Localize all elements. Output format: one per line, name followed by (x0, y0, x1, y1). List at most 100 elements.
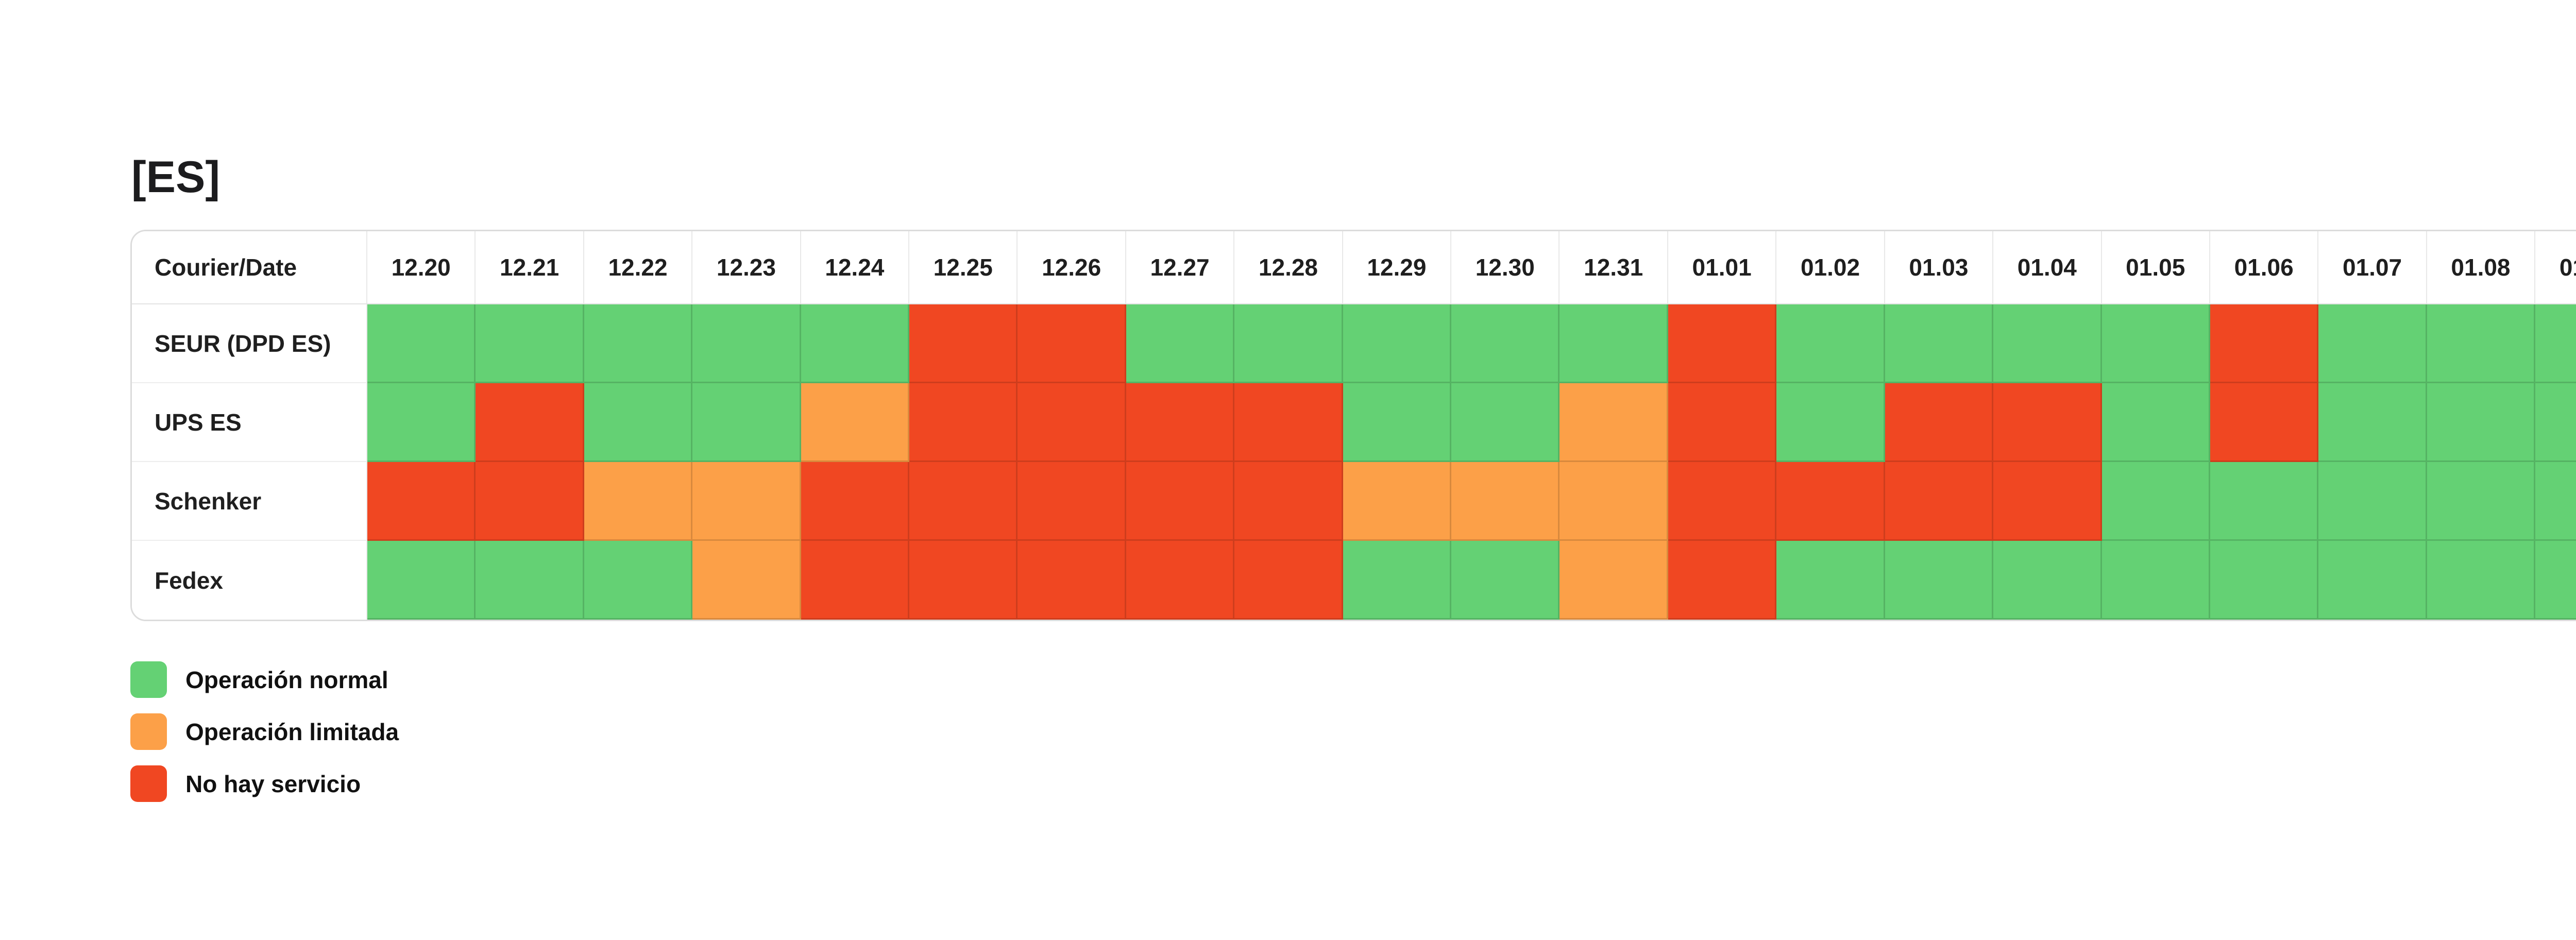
status-cell-limited (692, 462, 801, 541)
status-cell-none (2210, 383, 2319, 462)
status-cell-normal (1234, 304, 1343, 383)
status-cell-normal (2535, 383, 2576, 462)
status-cell-normal (2210, 462, 2319, 541)
date-header: 01.06 (2210, 231, 2319, 303)
status-cell-none (1126, 541, 1235, 620)
status-cell-normal (1776, 304, 1885, 383)
date-header: 12.24 (801, 231, 910, 303)
date-header: 12.27 (1126, 231, 1235, 303)
status-table: Courier/Date 12.20 12.21 12.22 12.23 12.24 12.… (130, 230, 2576, 621)
status-cell-normal (2535, 304, 2576, 383)
status-cell-normal (2535, 541, 2576, 620)
status-cell-none (1668, 462, 1777, 541)
status-cell-normal (1343, 304, 1452, 383)
status-cell-none (1885, 383, 1994, 462)
status-cell-none (367, 462, 476, 541)
status-cell-normal (1451, 304, 1560, 383)
status-cell-normal (2318, 304, 2427, 383)
table-row: SEUR (DPD ES) (132, 304, 2576, 383)
status-cell-none (801, 462, 910, 541)
courier-label: UPS ES (132, 383, 367, 462)
status-cell-limited (1343, 462, 1452, 541)
status-cell-normal (1343, 541, 1452, 620)
status-cell-normal (2102, 304, 2210, 383)
date-header: 01.08 (2427, 231, 2536, 303)
status-cell-normal (476, 541, 584, 620)
legend-item: No hay servicio (130, 765, 399, 802)
status-cell-none (1018, 304, 1126, 383)
legend-swatch-normal (130, 661, 167, 698)
status-cell-normal (2535, 462, 2576, 541)
date-header: 12.21 (476, 231, 584, 303)
status-cell-none (1993, 462, 2102, 541)
status-cell-normal (692, 383, 801, 462)
date-header: 12.29 (1343, 231, 1452, 303)
status-cell-normal (1343, 383, 1452, 462)
status-cell-none (1668, 304, 1777, 383)
date-header: 01.07 (2318, 231, 2427, 303)
status-cell-none (909, 541, 1018, 620)
status-cell-none (1018, 462, 1126, 541)
status-cell-normal (367, 304, 476, 383)
status-cell-none (1018, 383, 1126, 462)
date-header: 12.23 (692, 231, 801, 303)
status-cell-normal (1993, 541, 2102, 620)
legend-label: Operación normal (185, 666, 388, 693)
date-header: 12.31 (1560, 231, 1668, 303)
date-header: 01.02 (1776, 231, 1885, 303)
status-cell-none (909, 304, 1018, 383)
status-cell-normal (1776, 541, 1885, 620)
legend-swatch-limited (130, 713, 167, 750)
legend-label: Operación limitada (185, 718, 399, 745)
legend: Operación normal Operación limitada No hay… (130, 661, 399, 802)
status-cell-normal (476, 304, 584, 383)
status-cell-normal (1885, 541, 1994, 620)
status-cell-normal (692, 304, 801, 383)
status-cell-none (1234, 462, 1343, 541)
legend-label: No hay servicio (185, 770, 361, 797)
status-cell-none (909, 383, 1018, 462)
status-cell-none (476, 462, 584, 541)
date-header: 12.30 (1451, 231, 1560, 303)
status-cell-none (1234, 383, 1343, 462)
status-cell-limited (1560, 383, 1668, 462)
status-cell-none (1885, 462, 1994, 541)
status-cell-none (1126, 383, 1235, 462)
status-cell-none (1126, 462, 1235, 541)
date-header: 01.09 (2535, 231, 2576, 303)
status-cell-normal (584, 383, 693, 462)
status-cell-normal (1993, 304, 2102, 383)
status-cell-normal (2102, 541, 2210, 620)
status-cell-normal (1451, 541, 1560, 620)
status-cell-normal (1776, 383, 1885, 462)
table-row: Schenker (132, 462, 2576, 541)
status-cell-normal (2427, 462, 2536, 541)
status-cell-normal (584, 304, 693, 383)
legend-item: Operación limitada (130, 713, 399, 750)
status-cell-normal (801, 304, 910, 383)
status-cell-normal (2427, 541, 2536, 620)
status-cell-normal (2318, 462, 2427, 541)
status-cell-limited (801, 383, 910, 462)
date-header: 01.03 (1885, 231, 1994, 303)
status-cell-none (476, 383, 584, 462)
status-cell-none (1234, 541, 1343, 620)
status-cell-normal (1126, 304, 1235, 383)
date-header: 01.05 (2102, 231, 2210, 303)
status-cell-limited (1560, 541, 1668, 620)
date-header: 12.22 (584, 231, 693, 303)
courier-label: Fedex (132, 541, 367, 620)
courier-label: Schenker (132, 462, 367, 541)
date-header: 12.20 (367, 231, 476, 303)
status-cell-normal (1560, 304, 1668, 383)
page-title: [ES] (131, 152, 220, 202)
status-cell-normal (2427, 304, 2536, 383)
status-cell-normal (2318, 541, 2427, 620)
status-cell-limited (1560, 462, 1668, 541)
status-cell-normal (2318, 383, 2427, 462)
status-cell-none (1668, 541, 1777, 620)
status-cell-normal (367, 383, 476, 462)
status-cell-limited (584, 462, 693, 541)
table-row: Fedex (132, 541, 2576, 620)
date-header: 12.25 (909, 231, 1018, 303)
